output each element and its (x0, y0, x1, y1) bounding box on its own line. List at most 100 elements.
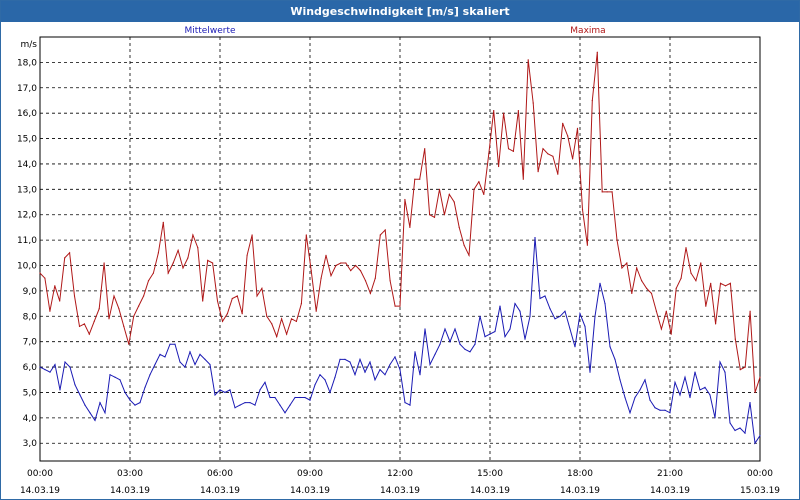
data-point (204, 358, 206, 360)
data-point (734, 338, 736, 340)
data-point (679, 394, 681, 396)
data-point (329, 391, 331, 393)
data-point (231, 297, 233, 300)
data-point (609, 346, 611, 348)
data-point (124, 391, 126, 393)
data-point (459, 343, 461, 345)
data-point (83, 323, 85, 325)
y-tick-label: 15,0 (17, 135, 37, 145)
data-point (384, 374, 386, 376)
grid-lines (40, 37, 760, 461)
data-point (84, 404, 86, 406)
x-tick-time: 03:00 (117, 469, 143, 479)
data-point (249, 402, 251, 404)
data-point (182, 267, 184, 269)
data-point (759, 435, 761, 437)
data-point (334, 376, 336, 378)
data-point (562, 122, 564, 124)
data-point (139, 402, 141, 404)
data-point (88, 333, 90, 335)
x-tick-date: 15.03.19 (740, 486, 780, 496)
data-point (39, 272, 41, 274)
data-point (114, 376, 116, 378)
data-point (389, 280, 391, 282)
data-point (594, 315, 596, 317)
data-point (522, 178, 524, 180)
data-point (749, 402, 751, 404)
data-point (463, 244, 465, 246)
data-point (619, 379, 621, 381)
data-point (443, 214, 445, 216)
data-point (374, 277, 376, 279)
data-point (108, 318, 110, 320)
data-point (187, 257, 189, 259)
series-line-mittelwerte (39, 237, 761, 445)
data-point (552, 155, 554, 157)
data-point (494, 330, 496, 333)
data-point (54, 285, 56, 287)
data-point (209, 363, 211, 366)
data-point (359, 358, 361, 360)
data-point (724, 285, 727, 287)
data-point (319, 374, 321, 376)
data-point (355, 264, 357, 267)
x-tick-time: 06:00 (207, 469, 233, 479)
data-point (484, 336, 486, 338)
data-point (229, 389, 231, 391)
data-point (479, 315, 481, 317)
data-point (714, 417, 716, 419)
data-point (264, 381, 266, 383)
data-point (54, 363, 56, 366)
data-point (79, 394, 81, 396)
data-point (512, 150, 515, 152)
data-point (207, 259, 209, 261)
y-tick-label: 3,0 (23, 439, 38, 449)
data-point (650, 292, 653, 294)
data-point (554, 318, 556, 320)
data-point (710, 282, 712, 284)
data-point (754, 442, 756, 444)
data-point (584, 325, 586, 327)
data-point (149, 374, 151, 376)
data-point (507, 148, 510, 150)
data-point (468, 254, 470, 256)
data-point (123, 325, 125, 327)
data-point (216, 300, 219, 302)
data-point (103, 262, 105, 264)
data-point (379, 369, 381, 371)
data-point (444, 328, 446, 330)
data-point (147, 280, 150, 282)
data-point (236, 295, 238, 297)
x-tick-date: 14.03.19 (290, 486, 330, 496)
data-point (649, 399, 651, 401)
data-point (133, 315, 135, 317)
data-point (478, 181, 480, 183)
data-point (399, 369, 401, 371)
y-tick-label: 4,0 (23, 414, 38, 424)
data-point (221, 320, 224, 322)
y-axis-label: m/s (21, 40, 38, 50)
data-point (304, 396, 306, 399)
data-point (364, 280, 367, 282)
legend-mittelwerte: Mittelwerte (184, 26, 235, 36)
data-point (754, 391, 756, 393)
data-point (271, 323, 273, 325)
data-point (474, 343, 476, 345)
data-point (224, 391, 226, 393)
data-point (246, 254, 248, 256)
data-point (719, 282, 722, 284)
data-point (184, 366, 186, 368)
data-point (419, 178, 421, 180)
data-point (503, 112, 505, 114)
data-point (715, 323, 717, 325)
data-point (300, 303, 302, 305)
window-title: Windgeschwindigkeit [m/s] skaliert (1, 1, 799, 22)
data-point (49, 371, 51, 373)
data-point (197, 247, 199, 249)
data-point (212, 262, 214, 264)
data-point (586, 244, 589, 246)
data-point (695, 280, 697, 282)
data-point (514, 303, 516, 305)
data-point (59, 300, 61, 302)
